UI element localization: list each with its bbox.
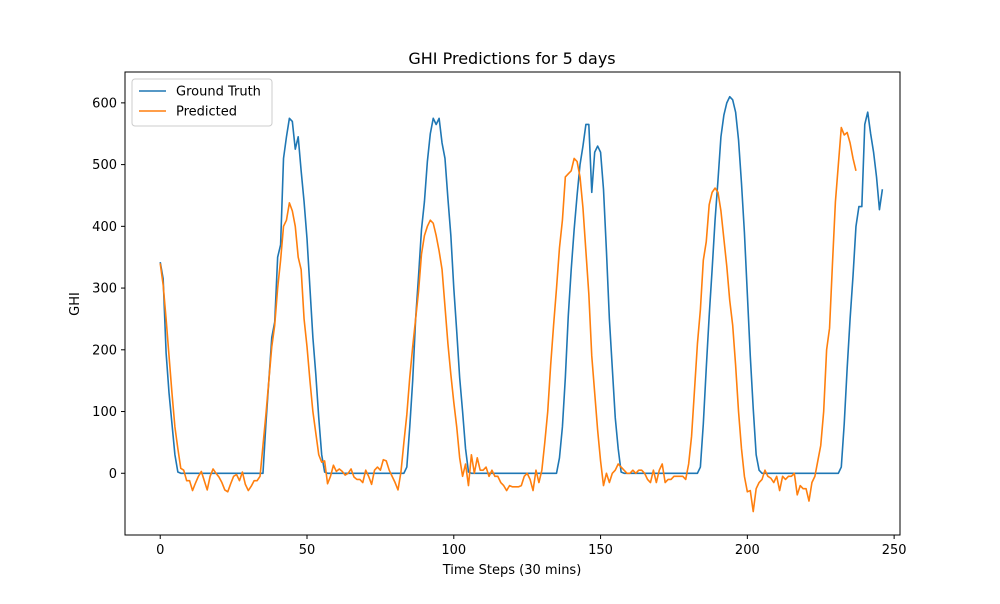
x-axis-label: Time Steps (30 mins)	[442, 563, 582, 578]
series-line-predicted	[159, 126, 857, 513]
legend-label-ground-truth: Ground Truth	[176, 85, 261, 100]
legend-box	[131, 78, 273, 127]
x-tick-label: 100	[441, 543, 466, 558]
x-tick-label: 250	[882, 543, 907, 558]
plot-frame	[124, 71, 901, 536]
y-tick-label: 200	[92, 343, 117, 358]
y-tick-label: 0	[109, 467, 117, 482]
y-tick-label: 300	[92, 282, 117, 297]
x-tick-label: 0	[156, 543, 164, 558]
y-tick-label: 500	[92, 158, 117, 173]
y-tick-label: 600	[92, 96, 117, 111]
x-tick-label: 150	[588, 543, 613, 558]
legend: Ground Truth Predicted	[131, 78, 273, 127]
series-layer	[159, 95, 884, 513]
y-tick-label: 400	[92, 220, 117, 235]
y-axis-label: GHI	[68, 292, 83, 316]
chart-title: GHI Predictions for 5 days	[408, 49, 615, 68]
series-line-ground-truth	[159, 95, 884, 475]
axes-layer	[124, 71, 901, 536]
x-tick-label: 200	[735, 543, 760, 558]
ticks-layer: 0 50 100 150 200 250 0 100 200 300 400 500 600	[92, 96, 906, 558]
y-tick-label: 100	[92, 405, 117, 420]
x-tick-label: 50	[299, 543, 316, 558]
legend-label-predicted: Predicted	[176, 105, 237, 120]
